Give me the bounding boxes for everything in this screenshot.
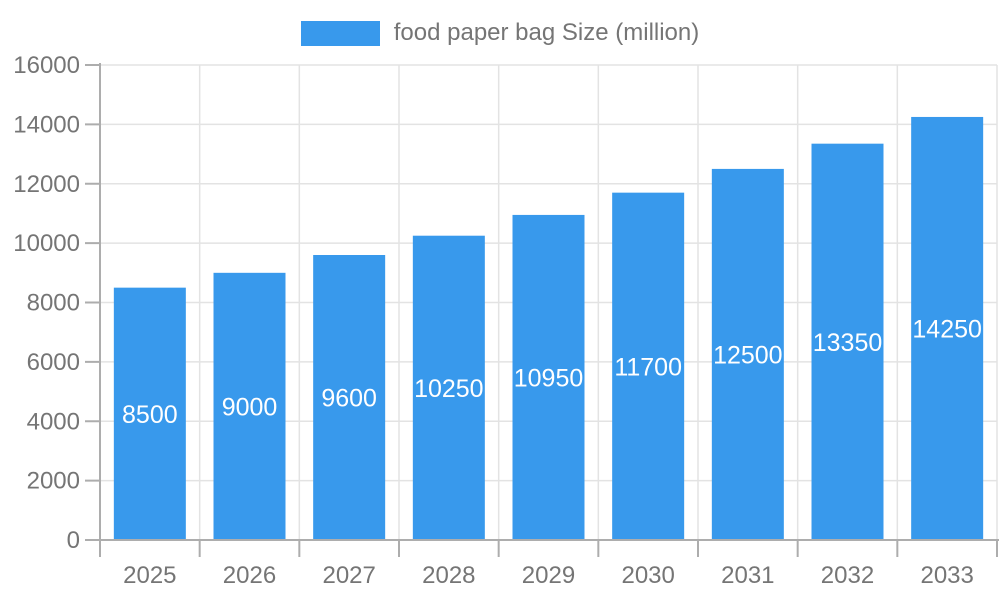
bar-value-label: 8500 bbox=[122, 401, 178, 429]
bar-value-label: 10950 bbox=[514, 364, 584, 392]
y-tick-label: 16000 bbox=[13, 52, 80, 79]
y-tick-label: 2000 bbox=[27, 468, 80, 495]
bar-2029[interactable] bbox=[512, 214, 585, 540]
bar-value-label: 9600 bbox=[321, 385, 377, 413]
x-tick-label: 2028 bbox=[422, 562, 475, 589]
bar-value-label: 14250 bbox=[912, 315, 982, 343]
bar-2028[interactable] bbox=[412, 235, 485, 540]
bar-2032[interactable] bbox=[811, 143, 884, 540]
bar-2027[interactable] bbox=[313, 255, 386, 540]
bar-value-label: 11700 bbox=[614, 353, 682, 381]
bar-2033[interactable] bbox=[911, 116, 984, 540]
bar-value-label: 12500 bbox=[713, 341, 783, 369]
x-tick-label: 2031 bbox=[721, 562, 774, 589]
bar-value-label: 9000 bbox=[222, 393, 278, 421]
bar-value-label: 10250 bbox=[414, 375, 484, 403]
x-tick-label: 2032 bbox=[821, 562, 874, 589]
y-tick-label: 0 bbox=[67, 527, 80, 554]
y-tick-label: 10000 bbox=[13, 230, 80, 257]
y-tick-label: 4000 bbox=[27, 408, 80, 435]
bar-value-label: 13350 bbox=[813, 329, 883, 357]
y-tick-label: 6000 bbox=[27, 349, 80, 376]
x-tick-label: 2033 bbox=[920, 562, 973, 589]
chart-legend[interactable]: food paper bag Size (million) bbox=[0, 17, 1000, 49]
x-tick-label: 2026 bbox=[223, 562, 276, 589]
legend-label: food paper bag Size (million) bbox=[393, 19, 700, 46]
bar-2030[interactable] bbox=[612, 192, 685, 540]
x-tick-label: 2025 bbox=[123, 562, 176, 589]
y-tick-label: 8000 bbox=[27, 290, 80, 317]
bar-2025[interactable] bbox=[113, 287, 186, 540]
x-tick-label: 2030 bbox=[621, 562, 674, 589]
y-tick-label: 12000 bbox=[13, 171, 80, 198]
bar-2026[interactable] bbox=[213, 272, 286, 540]
legend-swatch bbox=[300, 20, 380, 46]
x-tick-label: 2027 bbox=[322, 562, 375, 589]
y-tick-label: 14000 bbox=[13, 111, 80, 138]
bar-2031[interactable] bbox=[711, 168, 784, 540]
x-tick-label: 2029 bbox=[522, 562, 575, 589]
